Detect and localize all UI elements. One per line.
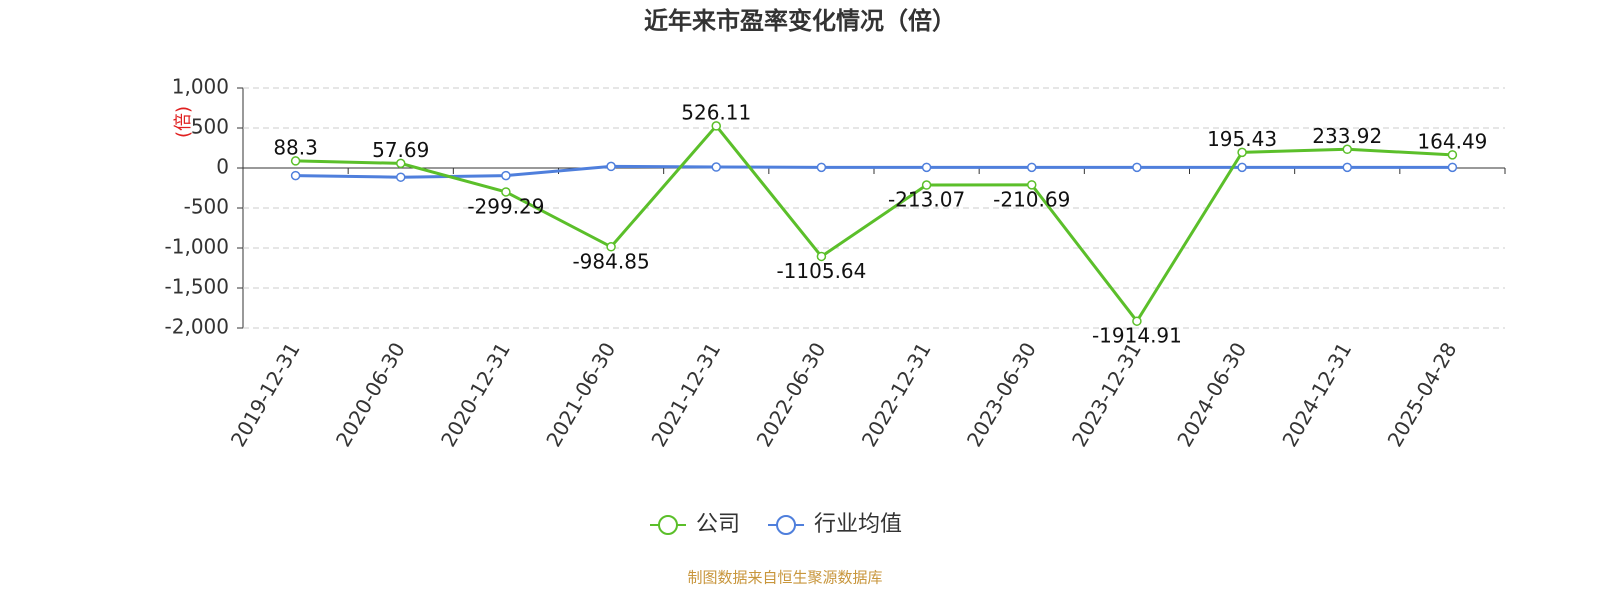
data-point bbox=[606, 161, 616, 172]
data-point bbox=[606, 242, 616, 252]
x-tick-label: 2020-06-30 bbox=[331, 338, 410, 451]
x-tick-label: 2025-04-28 bbox=[1383, 338, 1462, 451]
data-point bbox=[711, 162, 721, 172]
data-point bbox=[1027, 162, 1037, 173]
legend-label: 行业均值 bbox=[814, 512, 902, 537]
legend-marker bbox=[658, 515, 678, 535]
data-label: 57.69 bbox=[372, 138, 429, 162]
data-point bbox=[816, 251, 827, 262]
y-axis-label: (倍) bbox=[173, 106, 194, 138]
data-label: -299.29 bbox=[467, 194, 544, 218]
chart-title: 近年来市盈率变化情况（倍） bbox=[644, 7, 956, 35]
data-point bbox=[290, 170, 301, 181]
data-point bbox=[711, 121, 721, 131]
data-label: -210.69 bbox=[993, 187, 1070, 211]
data-point bbox=[396, 158, 406, 169]
data-point bbox=[921, 180, 932, 190]
x-tick-label: 2021-06-30 bbox=[541, 338, 620, 451]
data-point bbox=[1447, 150, 1458, 160]
legend-label: 公司 bbox=[696, 512, 740, 537]
data-label: -213.07 bbox=[888, 188, 965, 212]
series-line bbox=[295, 123, 1453, 324]
data-label: 526.11 bbox=[681, 100, 751, 124]
data-label: 164.49 bbox=[1417, 129, 1487, 153]
data-label: 233.92 bbox=[1312, 124, 1382, 148]
data-point bbox=[1132, 162, 1142, 173]
data-point bbox=[501, 170, 511, 181]
y-tick-label: -2,000 bbox=[165, 315, 229, 339]
y-tick-label: 0 bbox=[216, 155, 229, 179]
x-tick-label: 2023-12-31 bbox=[1067, 338, 1146, 451]
series-line bbox=[295, 164, 1453, 179]
data-point bbox=[1342, 144, 1352, 155]
x-tick-label: 2023-06-30 bbox=[962, 338, 1041, 451]
data-point bbox=[921, 162, 932, 173]
data-point bbox=[290, 156, 301, 166]
y-tick-label: -500 bbox=[184, 195, 229, 219]
x-tick-label: 2019-12-31 bbox=[226, 338, 305, 451]
y-tick-label: -1,500 bbox=[165, 275, 229, 299]
data-point bbox=[501, 187, 511, 197]
data-point bbox=[816, 162, 827, 173]
data-point bbox=[1027, 180, 1037, 190]
data-label: -1914.91 bbox=[1092, 324, 1182, 348]
x-tick-label: 2022-12-31 bbox=[857, 338, 936, 451]
data-label: -984.85 bbox=[572, 249, 649, 273]
data-label: 88.3 bbox=[273, 135, 318, 159]
data-label: 195.43 bbox=[1207, 127, 1277, 151]
legend-marker bbox=[776, 515, 797, 535]
x-tick-label: 2024-06-30 bbox=[1172, 338, 1251, 451]
x-tick-label: 2021-12-31 bbox=[646, 338, 725, 451]
x-tick-label: 2020-12-31 bbox=[436, 338, 515, 451]
data-point bbox=[396, 172, 406, 182]
y-tick-label: -1,000 bbox=[165, 235, 229, 259]
data-point bbox=[1237, 147, 1247, 158]
data-point bbox=[1342, 162, 1352, 173]
x-tick-label: 2022-06-30 bbox=[752, 338, 831, 451]
x-tick-label: 2024-12-31 bbox=[1277, 338, 1356, 451]
data-point bbox=[1447, 162, 1458, 173]
source-note: 制图数据来自恒生聚源数据库 bbox=[687, 569, 882, 587]
y-tick-label: 500 bbox=[191, 115, 229, 139]
y-tick-label: 1,000 bbox=[172, 75, 229, 99]
data-point bbox=[1237, 162, 1247, 173]
data-point bbox=[1132, 316, 1142, 326]
data-label: -1105.64 bbox=[776, 259, 866, 283]
